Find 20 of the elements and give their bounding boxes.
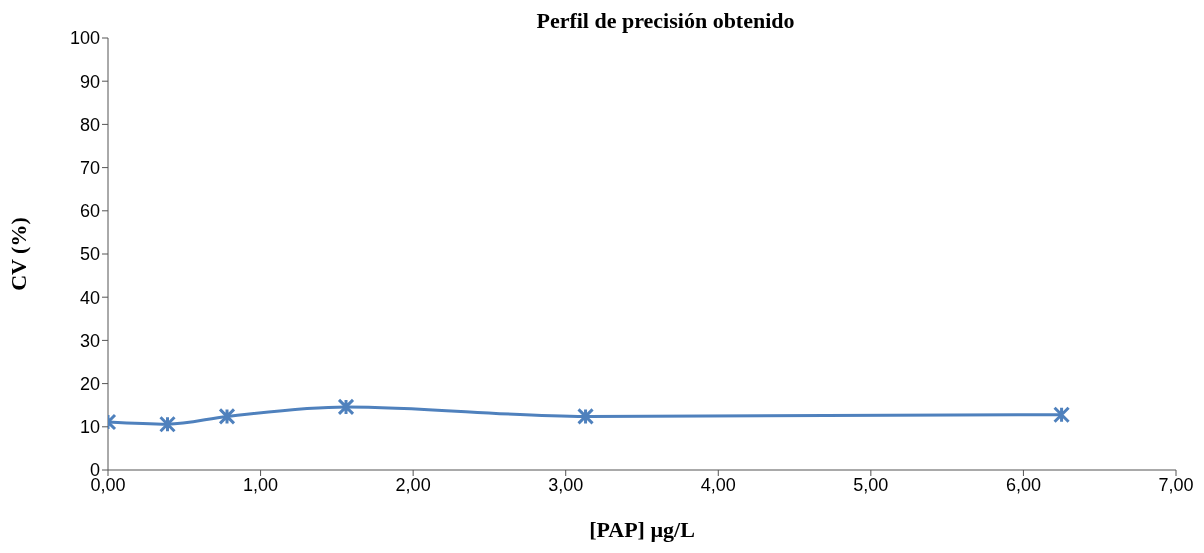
y-tick-label: 50 — [79, 244, 100, 265]
y-tick-label: 40 — [79, 287, 100, 308]
y-tick-label: 100 — [69, 28, 100, 49]
chart-title: Perfil de precisión obtenido — [535, 8, 796, 34]
y-tick-label: 30 — [79, 330, 100, 351]
y-tick-label: 80 — [79, 114, 100, 135]
y-tick-label: 90 — [79, 71, 100, 92]
y-tick-label: 60 — [79, 201, 100, 222]
y-tick-label: 70 — [79, 157, 100, 178]
x-tick-label: 4,00 — [700, 474, 736, 495]
x-tick-label: 1,00 — [243, 474, 279, 495]
x-tick-label: 6,00 — [1005, 474, 1041, 495]
x-tick-label: 3,00 — [548, 474, 584, 495]
y-tick-label: 20 — [79, 373, 100, 394]
y-axis-title: CV (%) — [5, 217, 31, 291]
x-tick-label: 5,00 — [853, 474, 889, 495]
x-axis-title: [PAP] µg/L — [589, 517, 695, 542]
y-tick-label: 10 — [79, 417, 100, 438]
x-tick-label: 2,00 — [395, 474, 431, 495]
x-tick-label: 7,00 — [1158, 474, 1194, 495]
